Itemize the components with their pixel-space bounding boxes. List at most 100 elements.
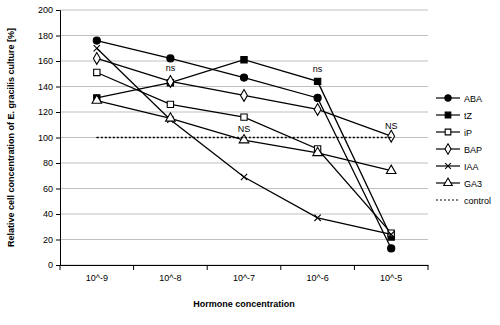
- grid-line: [60, 163, 428, 164]
- y-tick-mark: [56, 61, 60, 62]
- series-marker: [388, 230, 394, 236]
- y-tick: 40: [43, 209, 60, 219]
- x-tick-label: 10^-6: [306, 273, 328, 283]
- x-tick-separator: [207, 265, 208, 270]
- x-tick-label: 10^-9: [86, 273, 108, 283]
- y-tick-label: 20: [43, 235, 53, 245]
- series-point: [317, 137, 318, 138]
- series-line: [97, 60, 391, 237]
- grid: [60, 10, 428, 265]
- y-tick-label: 0: [48, 260, 53, 270]
- y-tick: 0: [48, 260, 60, 270]
- grid-line: [60, 112, 428, 113]
- grid-line: [60, 35, 428, 36]
- series-marker: [167, 76, 174, 88]
- y-tick-mark: [56, 163, 60, 164]
- legend-label: tZ: [464, 111, 473, 121]
- series-point: [243, 137, 244, 138]
- series-line: [97, 48, 391, 234]
- grid-line: [60, 137, 428, 138]
- legend-item: IAA: [436, 162, 479, 172]
- series-marker: [241, 90, 248, 102]
- legend-item: iP: [436, 128, 472, 138]
- y-tick-mark: [56, 189, 60, 190]
- grid-line: [60, 265, 428, 266]
- legend-item: BAP: [436, 144, 482, 155]
- y-tick: 100: [38, 133, 60, 143]
- y-tick-mark: [56, 87, 60, 88]
- y-tick-mark: [56, 112, 60, 113]
- legend-item: tZ: [436, 111, 473, 121]
- series-marker: [93, 53, 100, 65]
- series-line: [97, 101, 391, 171]
- grid-line: [60, 10, 428, 11]
- legend-line: [436, 199, 460, 200]
- y-tick-label: 40: [43, 209, 53, 219]
- y-tick-label: 200: [38, 5, 53, 15]
- series-marker: [388, 130, 395, 142]
- annotation: ns: [313, 64, 323, 74]
- series-point: [391, 137, 392, 138]
- legend-label: ABA: [464, 94, 482, 104]
- series-marker: [314, 104, 321, 116]
- chart: 02040608010012014016018020010^-910^-810^…: [0, 0, 500, 325]
- y-tick: 20: [43, 235, 60, 245]
- legend-marker: [445, 163, 451, 169]
- series-line: [97, 72, 391, 233]
- plot-area: 02040608010012014016018020010^-910^-810^…: [38, 5, 429, 282]
- grid-line: [60, 214, 428, 215]
- legend-label: BAP: [464, 145, 482, 155]
- series-marker: [386, 165, 396, 173]
- y-tick-label: 120: [38, 107, 53, 117]
- y-axis-title: Relative cell concentration of E. gracil…: [6, 28, 16, 247]
- legend-label: iP: [464, 128, 472, 138]
- y-tick-mark: [56, 265, 60, 266]
- y-tick: 200: [38, 5, 60, 15]
- series-marker: [239, 135, 249, 143]
- legend-label: control: [464, 196, 491, 206]
- series-marker: [93, 37, 100, 44]
- series-marker: [388, 231, 394, 237]
- x-tick: 10^-5: [380, 265, 402, 283]
- legend-marker: [444, 178, 453, 185]
- y-tick-label: 60: [43, 184, 53, 194]
- x-tick-label: 10^-7: [233, 273, 255, 283]
- x-tick-separator: [60, 265, 61, 270]
- legend-marker: [445, 112, 451, 118]
- y-tick: 140: [38, 82, 60, 92]
- series-marker: [167, 55, 174, 62]
- series-marker: [240, 74, 247, 81]
- series-marker: [167, 101, 173, 107]
- annotation: ns: [166, 63, 176, 73]
- series-marker: [94, 45, 100, 51]
- x-axis-title: Hormone concentration: [193, 299, 295, 309]
- x-tick-separator: [428, 265, 429, 270]
- legend-marker: [445, 95, 451, 101]
- series-point: [96, 137, 97, 138]
- y-tick-mark: [56, 36, 60, 37]
- series-point: [170, 137, 171, 138]
- x-tick-label: 10^-5: [380, 273, 402, 283]
- legend-item: ABA: [436, 94, 482, 104]
- annotation: NS: [385, 121, 398, 131]
- x-tick-separator: [280, 265, 281, 270]
- grid-line: [60, 86, 428, 87]
- y-tick: 180: [38, 31, 60, 41]
- series-marker: [388, 245, 395, 252]
- series-line: [97, 58, 391, 136]
- x-tick: 10^-6: [306, 265, 328, 283]
- legend: ABAtZiPBAPIAAGA3control: [436, 94, 491, 206]
- series-marker: [166, 113, 176, 121]
- legend-marker: [445, 144, 451, 155]
- y-tick-label: 80: [43, 158, 53, 168]
- series-marker: [313, 147, 323, 155]
- y-tick-mark: [56, 214, 60, 215]
- y-tick-mark: [56, 138, 60, 139]
- legend-marker: [445, 129, 451, 135]
- x-tick: 10^-9: [86, 265, 108, 283]
- series-marker: [94, 69, 100, 75]
- y-tick: 60: [43, 184, 60, 194]
- series-layer: [92, 37, 396, 252]
- series-marker: [314, 94, 321, 101]
- y-tick: 160: [38, 56, 60, 66]
